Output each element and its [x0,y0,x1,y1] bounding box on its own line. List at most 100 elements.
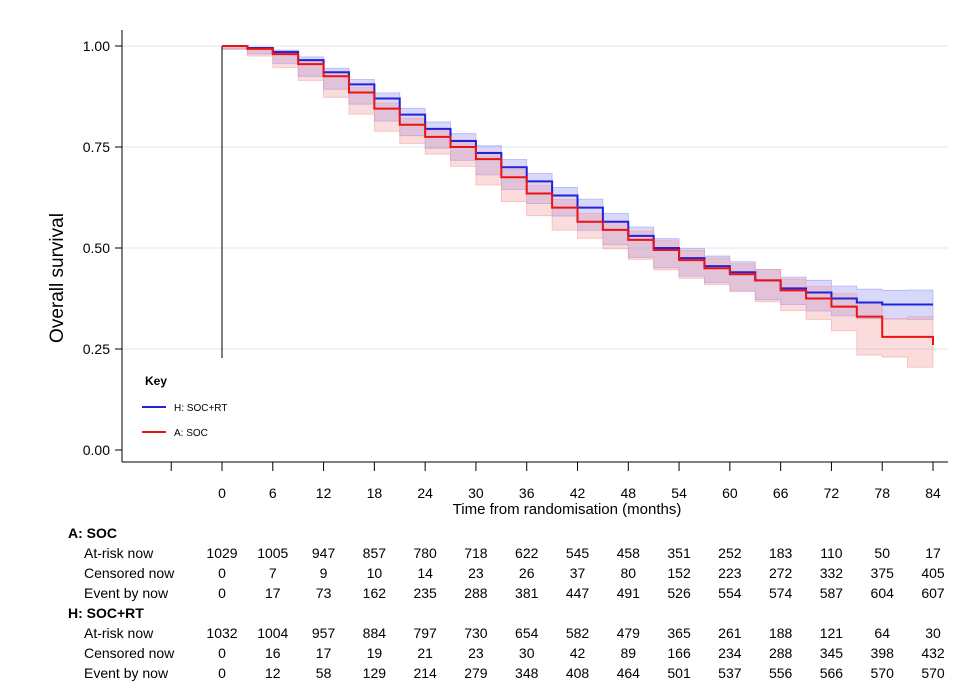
risk-value: 30 [519,645,535,661]
risk-value: 554 [718,585,742,601]
risk-value: 10 [367,565,383,581]
risk-value: 604 [871,585,895,601]
risk-value: 375 [871,565,895,581]
risk-value: 14 [417,565,433,581]
risk-group-title: H: SOC+RT [68,605,144,621]
risk-value: 0 [218,585,226,601]
y-axis-title: Overall survival [47,213,68,343]
risk-value: 957 [312,625,336,641]
risk-value: 214 [413,665,437,681]
risk-value: 556 [769,665,793,681]
legend-label: H: SOC+RT [174,403,227,414]
risk-value: 574 [769,585,793,601]
risk-row-label: At-risk now [84,545,154,561]
risk-value: 545 [566,545,590,561]
x-tick-label: 54 [671,485,687,501]
y-tick-label: 0.75 [83,139,110,155]
risk-value: 622 [515,545,539,561]
x-tick-label: 84 [925,485,941,501]
risk-value: 718 [464,545,488,561]
risk-value: 9 [320,565,328,581]
risk-value: 235 [413,585,437,601]
risk-value: 582 [566,625,590,641]
risk-value: 566 [820,665,844,681]
y-tick-label: 0.50 [83,240,110,256]
risk-value: 345 [820,645,844,661]
risk-value: 570 [921,665,945,681]
x-tick-label: 0 [218,485,226,501]
risk-value: 162 [363,585,387,601]
risk-value: 797 [413,625,437,641]
x-tick-label: 78 [874,485,890,501]
risk-value: 89 [620,645,636,661]
x-tick-label: 36 [519,485,535,501]
legend-label: A: SOC [174,428,208,439]
y-tick-label: 0.00 [83,442,110,458]
risk-value: 50 [874,545,890,561]
risk-value: 730 [464,625,488,641]
risk-value: 234 [718,645,742,661]
curve-soc [222,45,934,345]
risk-value: 348 [515,665,539,681]
risk-value: 23 [468,645,484,661]
risk-value: 0 [218,645,226,661]
risk-row-label: Event by now [84,585,169,601]
x-tick-label: 72 [824,485,840,501]
risk-value: 884 [363,625,387,641]
risk-value: 23 [468,565,484,581]
risk-value: 398 [871,645,895,661]
risk-value: 947 [312,545,336,561]
risk-value: 464 [617,665,641,681]
risk-value: 188 [769,625,793,641]
risk-value: 0 [218,665,226,681]
risk-value: 26 [519,565,535,581]
risk-value: 607 [921,585,945,601]
x-tick-label: 60 [722,485,738,501]
risk-value: 110 [820,545,843,561]
risk-value: 654 [515,625,539,641]
axes: 0.00 0.25 0.50 0.75 1.00 0 6 12 18 24 30 36 42 48 54 60… [83,30,948,501]
risk-value: 42 [570,645,586,661]
risk-value: 37 [570,565,586,581]
risk-value: 64 [874,625,890,641]
risk-value: 166 [667,645,691,661]
risk-row-label: Censored now [84,645,175,661]
risk-value: 501 [667,665,691,681]
survival-curves [222,45,934,345]
risk-value: 272 [769,565,793,581]
risk-value: 152 [667,565,691,581]
risk-value: 17 [925,545,941,561]
x-tick-label: 24 [417,485,433,501]
risk-value: 332 [820,565,844,581]
risk-row-label: At-risk now [84,625,154,641]
risk-value: 408 [566,665,590,681]
risk-value: 17 [316,645,332,661]
risk-value: 12 [265,665,281,681]
risk-value: 279 [464,665,488,681]
risk-value: 121 [820,625,844,641]
risk-value: 365 [667,625,691,641]
risk-value: 58 [316,665,332,681]
risk-value: 252 [718,545,742,561]
risk-value: 288 [464,585,488,601]
risk-value: 80 [620,565,636,581]
risk-value: 7 [269,565,277,581]
risk-group-title: A: SOC [68,525,117,541]
y-tick-label: 1.00 [83,38,110,54]
x-tick-label: 6 [269,485,277,501]
risk-value: 19 [367,645,383,661]
risk-value: 1032 [206,625,237,641]
risk-value: 526 [667,585,691,601]
x-axis-title: Time from randomisation (months) [453,501,682,518]
risk-value: 0 [218,565,226,581]
risk-value: 570 [871,665,895,681]
risk-value: 129 [363,665,387,681]
y-tick-label: 0.25 [83,341,110,357]
risk-value: 405 [921,565,945,581]
risk-value: 223 [718,565,742,581]
risk-value: 537 [718,665,742,681]
x-tick-label: 42 [570,485,586,501]
risk-value: 1005 [257,545,288,561]
x-tick-label: 48 [620,485,636,501]
